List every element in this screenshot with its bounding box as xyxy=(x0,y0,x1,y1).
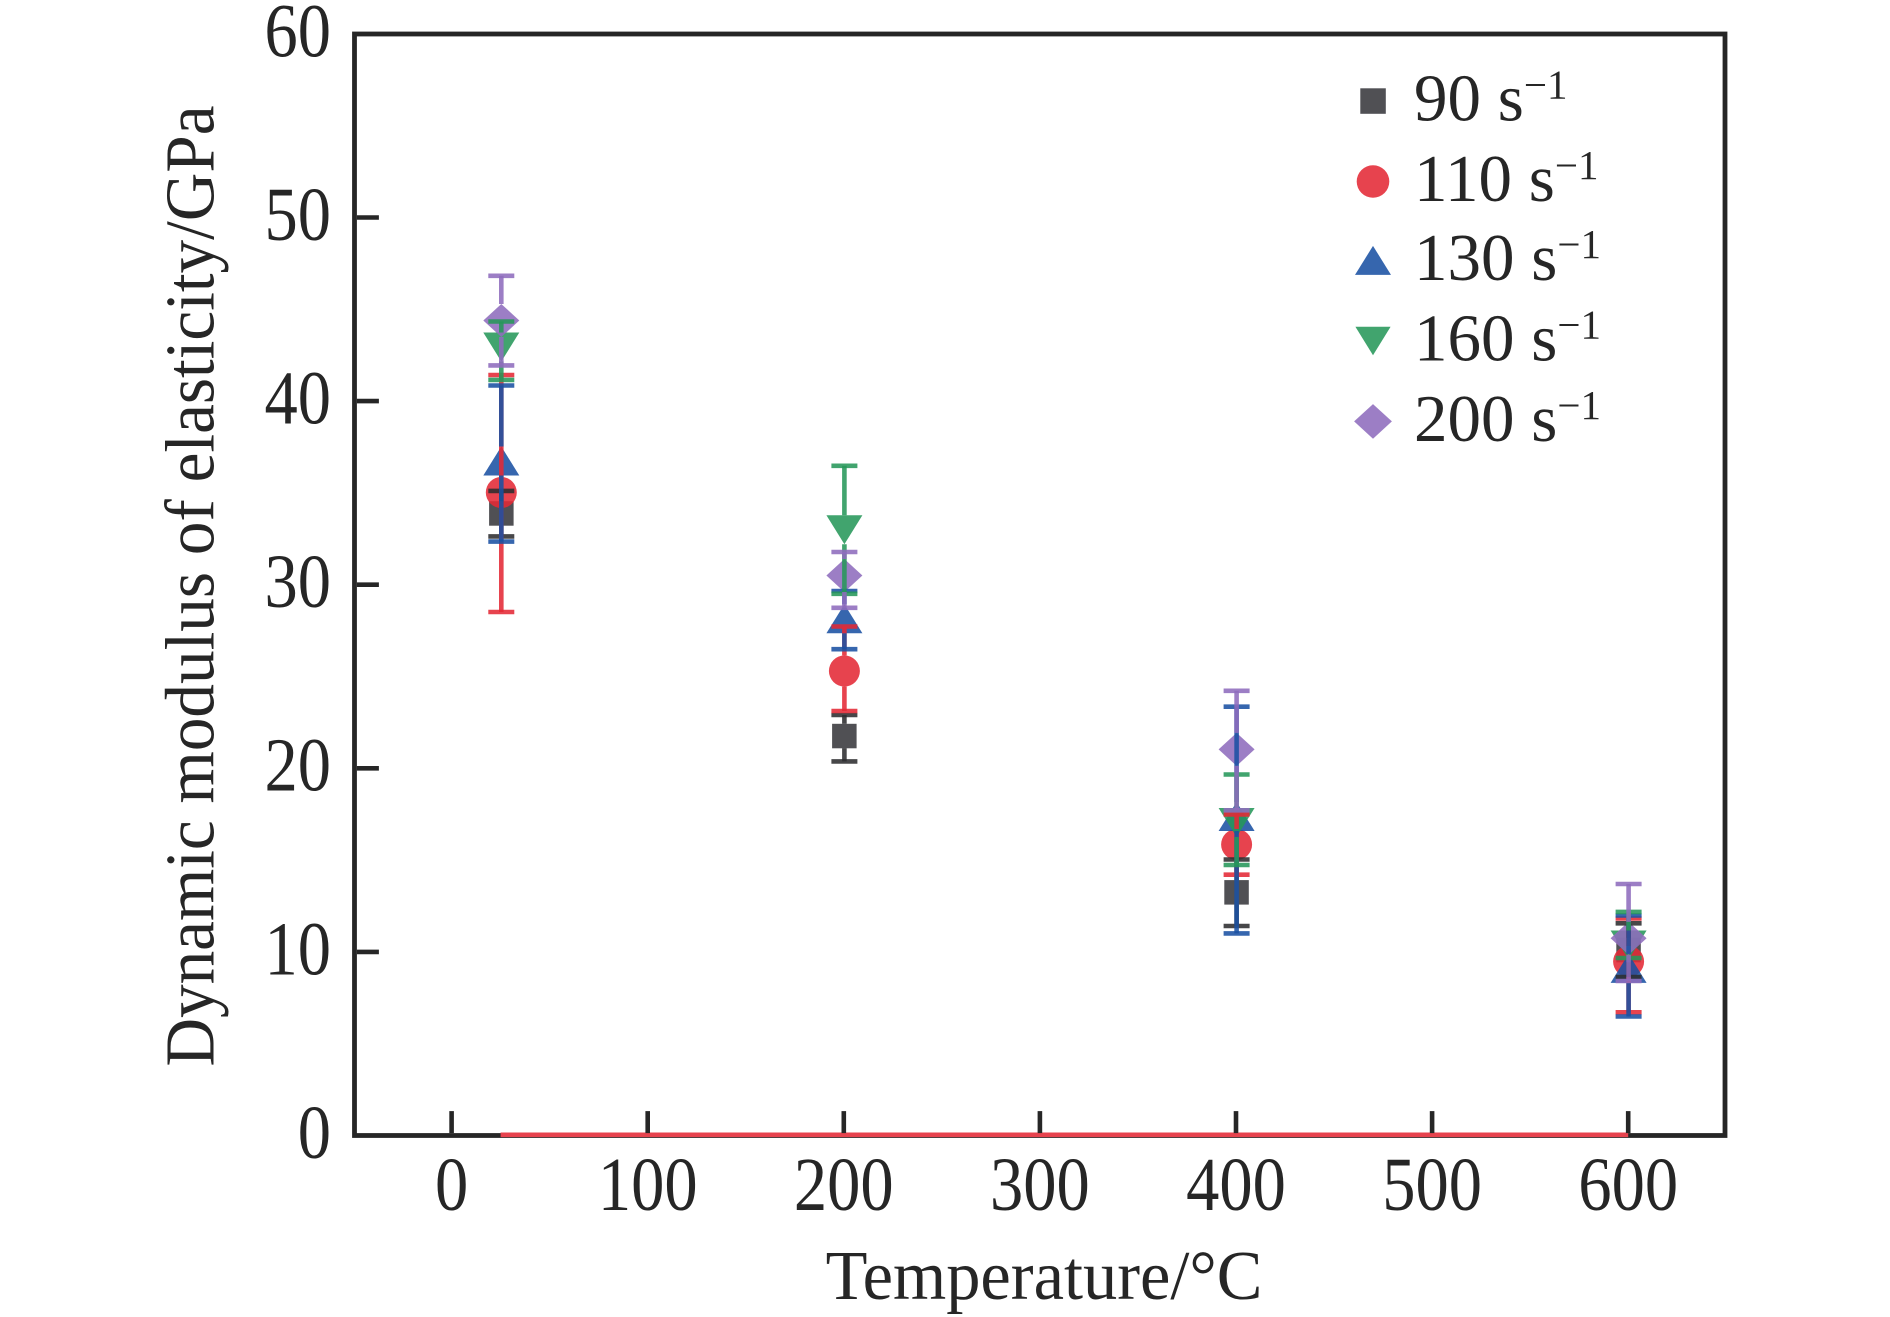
svg-text:400: 400 xyxy=(1186,1143,1286,1227)
svg-text:30: 30 xyxy=(265,540,331,624)
svg-text:0: 0 xyxy=(435,1143,468,1227)
svg-text:200: 200 xyxy=(794,1143,894,1227)
svg-text:50: 50 xyxy=(265,173,331,257)
svg-text:600: 600 xyxy=(1578,1143,1678,1227)
svg-text:300: 300 xyxy=(990,1143,1090,1227)
svg-text:Temperature/°C: Temperature/°C xyxy=(826,1236,1263,1314)
svg-text:10: 10 xyxy=(265,907,331,991)
svg-text:500: 500 xyxy=(1382,1143,1482,1227)
svg-text:20: 20 xyxy=(265,724,331,808)
svg-text:40: 40 xyxy=(265,356,331,440)
svg-text:60: 60 xyxy=(265,0,331,73)
svg-text:130 s−1: 130 s−1 xyxy=(1414,221,1601,295)
svg-text:Dynamic modulus of elasticity/: Dynamic modulus of elasticity/GPa xyxy=(151,105,229,1066)
svg-text:0: 0 xyxy=(298,1091,331,1175)
svg-text:160 s−1: 160 s−1 xyxy=(1414,302,1601,376)
svg-text:100: 100 xyxy=(598,1143,698,1227)
